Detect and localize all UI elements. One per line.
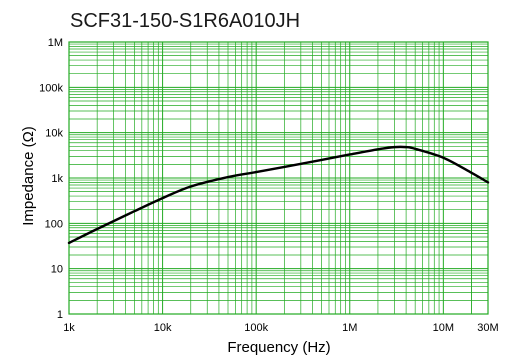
- x-tick-labels: 1k 10k 100k 1M 10M 30M: [63, 322, 499, 334]
- y-axis-label: Impedance (Ω): [20, 126, 37, 226]
- x-tick-label: 100k: [244, 322, 268, 334]
- chart-title: SCF31-150-S1R6A010JH: [70, 10, 300, 32]
- y-tick-label: 100k: [39, 82, 63, 94]
- impedance-series-line: [67, 145, 490, 245]
- x-axis-label: Frequency (Hz): [227, 339, 330, 356]
- y-tick-label: 1: [57, 309, 63, 321]
- y-tick-label: 1M: [48, 37, 63, 49]
- y-tick-labels: 1 10 100 1k 10k 100k 1M: [39, 37, 63, 321]
- plot-frame: [68, 41, 489, 315]
- x-tick-label: 1k: [63, 322, 75, 334]
- grid: [68, 42, 489, 315]
- x-tick-label: 1M: [342, 322, 357, 334]
- x-tick-label: 10M: [433, 322, 454, 334]
- x-tick-label: 30M: [477, 322, 498, 334]
- y-tick-label: 1k: [51, 173, 63, 185]
- y-tick-label: 100: [45, 218, 63, 230]
- x-tick-label: 10k: [154, 322, 172, 334]
- y-tick-label: 10: [51, 264, 63, 276]
- y-tick-label: 10k: [45, 128, 63, 140]
